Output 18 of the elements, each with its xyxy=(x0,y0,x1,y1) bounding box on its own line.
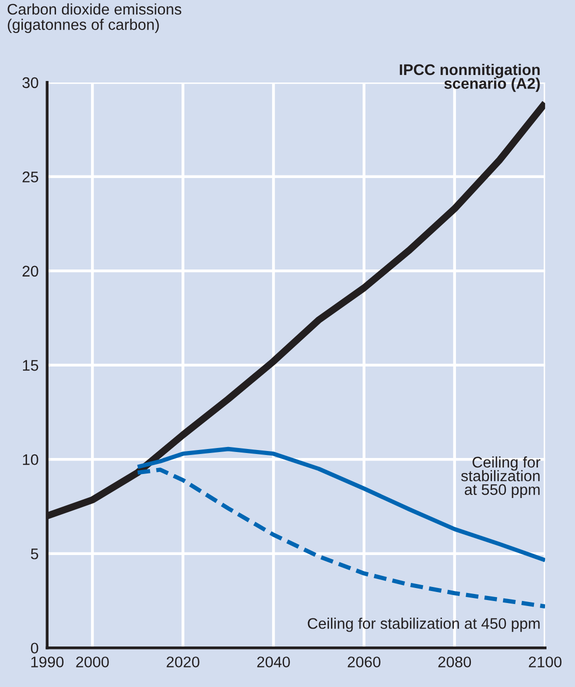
y-tick-label: 5 xyxy=(30,548,38,560)
y-tick-label: 20 xyxy=(22,266,38,277)
x-tick-label: 2000 xyxy=(76,656,109,668)
text: Ceiling for stabilization at 550 ppm xyxy=(461,456,540,498)
y-tick-label: 25 xyxy=(22,172,38,182)
x-tick-label: 2040 xyxy=(257,656,290,668)
x-tick-label: 2100 xyxy=(528,656,562,668)
series-label: IPCC nonmitigation scenario (A2) xyxy=(400,64,540,92)
x-tick-label: 1990 xyxy=(31,656,64,668)
y-tick-label: 30 xyxy=(22,77,38,88)
x-tick-label: 2020 xyxy=(166,656,200,668)
y-tick-label: 0 xyxy=(30,642,38,654)
y-tick-label: 15 xyxy=(22,360,38,371)
x-tick-label: 2080 xyxy=(438,656,471,668)
y-axis-title: Carbon dioxide emissions (gigatonnes of carbon) xyxy=(8,3,182,34)
x-tick-label: 2060 xyxy=(348,656,380,668)
y-tick-label: 10 xyxy=(22,454,38,466)
series-label: Ceiling for stabilization at 450 ppm xyxy=(308,618,540,632)
